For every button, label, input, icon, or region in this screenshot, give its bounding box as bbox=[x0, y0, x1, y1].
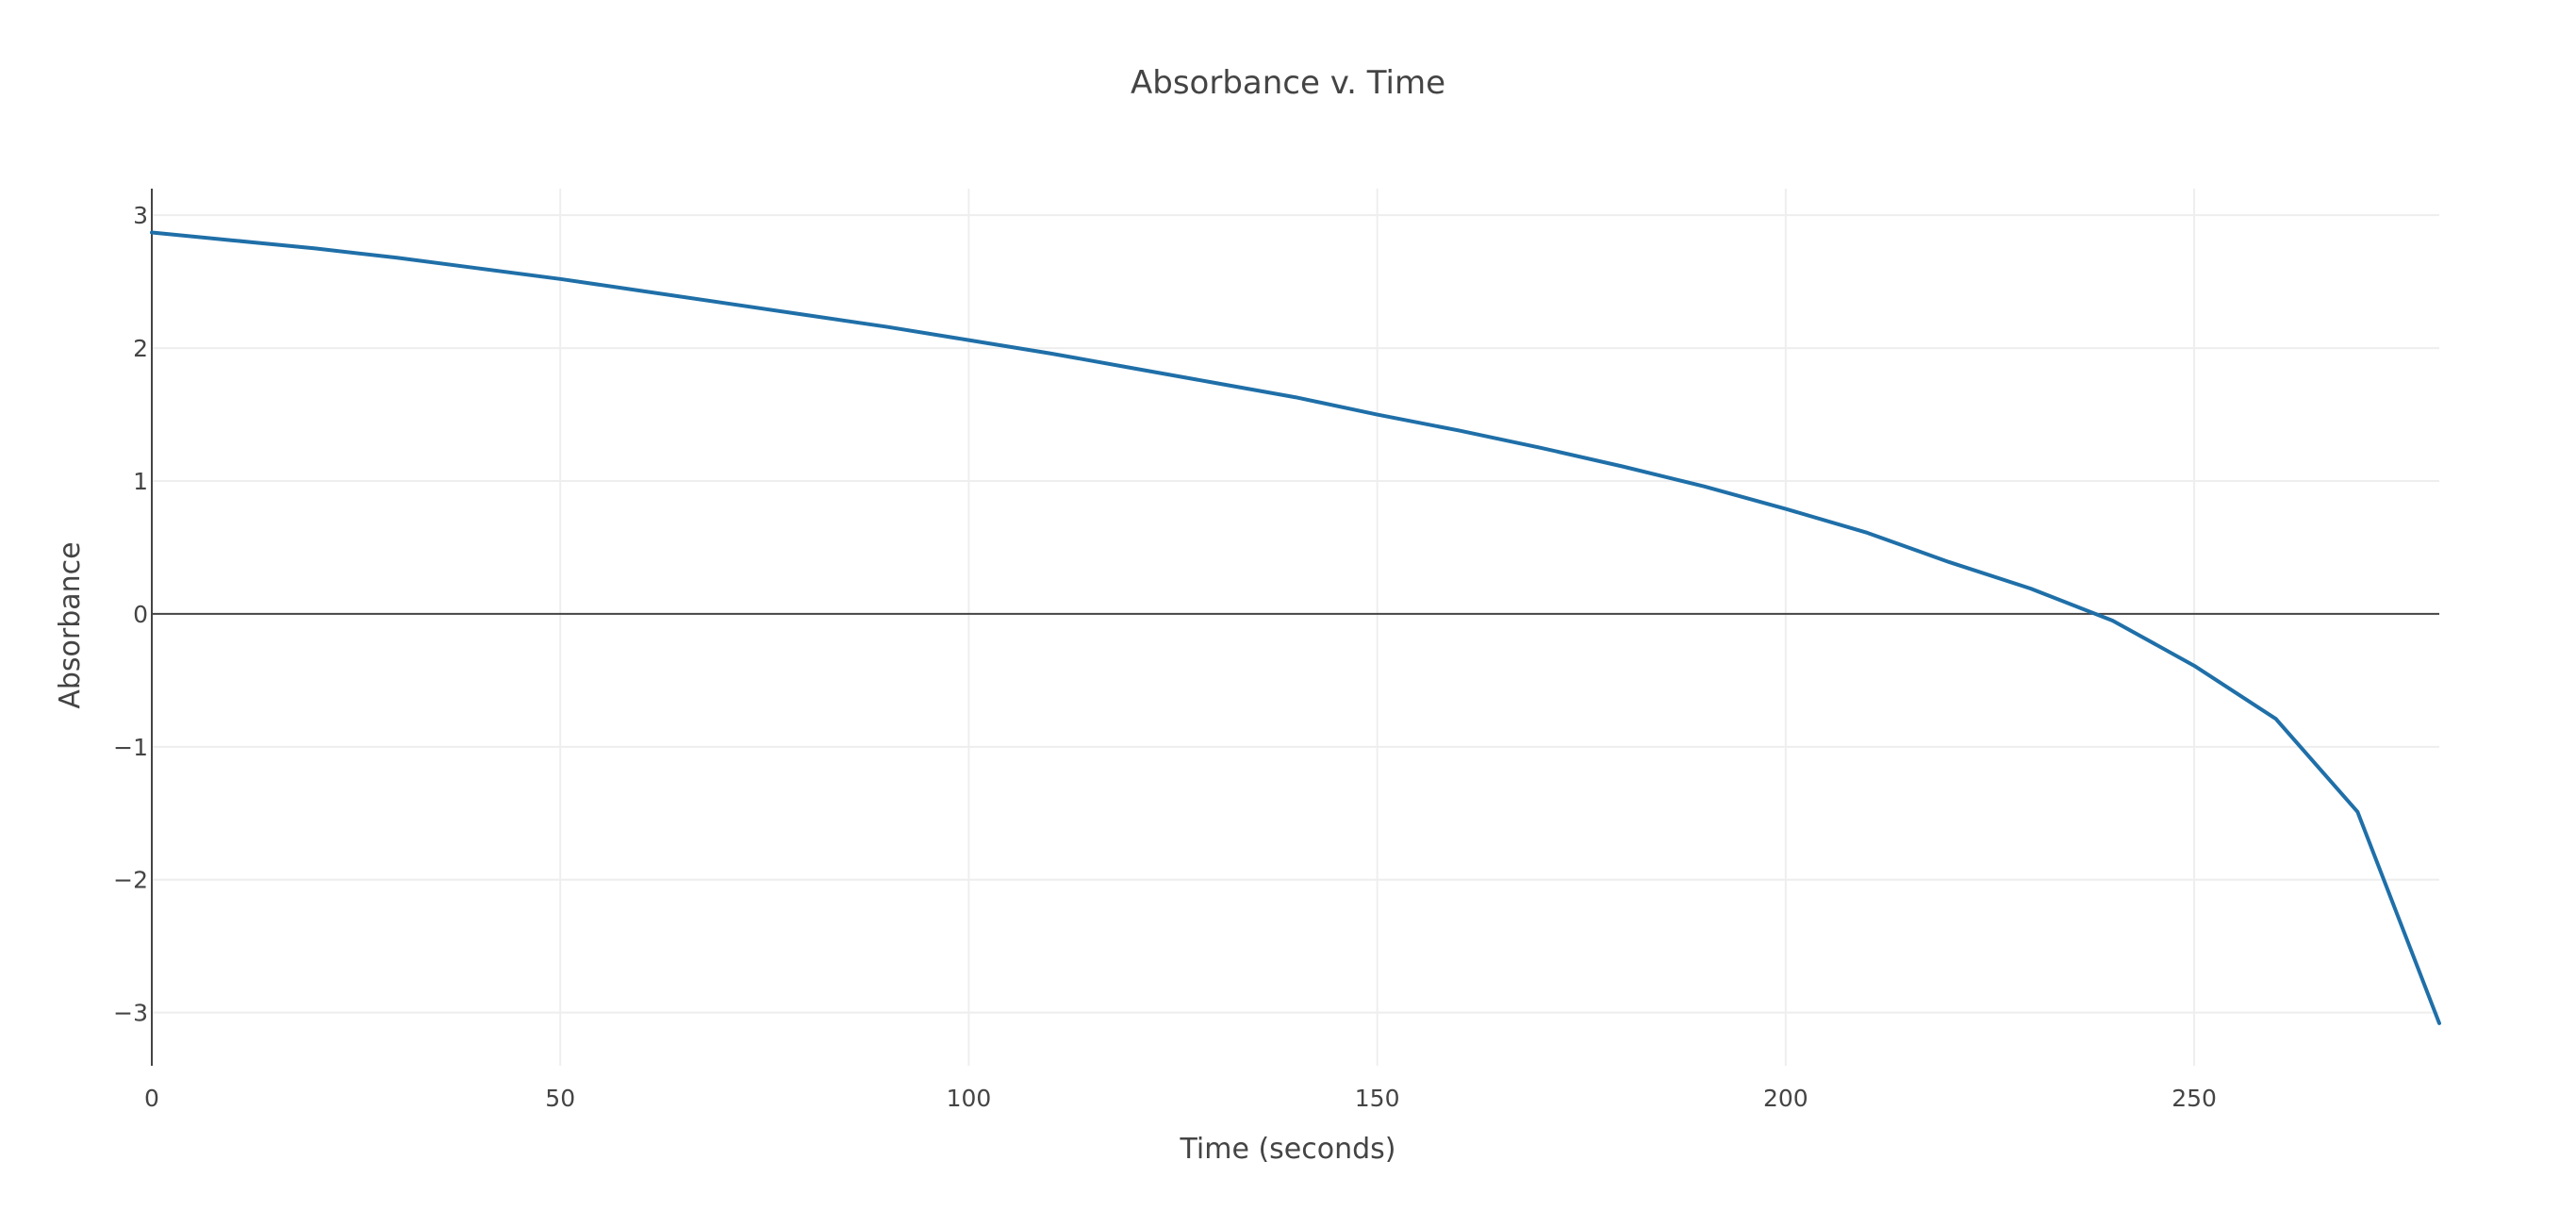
grid-lines bbox=[152, 189, 2439, 1066]
y-tick-label: −3 bbox=[113, 1000, 148, 1027]
y-tick-label: 0 bbox=[133, 601, 148, 628]
x-axis-title: Time (seconds) bbox=[1180, 1133, 1396, 1166]
y-axis-title: Absorbance bbox=[54, 541, 87, 708]
tick-labels: 0 50 100 150 200 250 3 2 1 0 −1 −2 −3 bbox=[113, 202, 2217, 1112]
y-tick-label: 2 bbox=[133, 335, 148, 362]
y-tick-label: 1 bbox=[133, 468, 148, 495]
series-line-absorbance bbox=[150, 230, 2441, 1025]
x-tick-label: 250 bbox=[2171, 1085, 2217, 1112]
series-group bbox=[150, 230, 2441, 1025]
x-tick-label: 50 bbox=[545, 1085, 575, 1112]
x-tick-label: 150 bbox=[1355, 1085, 1400, 1112]
x-tick-label: 100 bbox=[947, 1085, 992, 1112]
chart-title: Absorbance v. Time bbox=[1131, 64, 1445, 102]
y-tick-label: 3 bbox=[133, 202, 148, 229]
y-tick-label: −2 bbox=[113, 867, 148, 894]
x-tick-label: 200 bbox=[1763, 1085, 1808, 1112]
y-tick-label: −1 bbox=[113, 734, 148, 761]
x-tick-label: 0 bbox=[144, 1085, 159, 1112]
